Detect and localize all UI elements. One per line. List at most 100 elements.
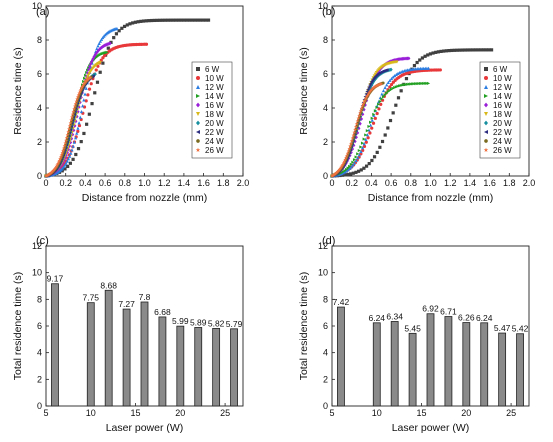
- data-point: [95, 50, 99, 54]
- x-tick-label: 1.2: [158, 178, 171, 188]
- data-point: [75, 131, 79, 135]
- series-14-w: [330, 81, 431, 178]
- bar: [86, 302, 95, 407]
- data-point: [365, 129, 369, 133]
- data-point: [67, 127, 71, 131]
- legend-entry: 22 W: [493, 128, 512, 137]
- data-point: [133, 20, 137, 24]
- data-point: [363, 98, 367, 102]
- data-point: [389, 67, 393, 72]
- legend-marker: [196, 130, 200, 134]
- data-point: [489, 48, 494, 52]
- data-point: [353, 127, 357, 132]
- data-point: [368, 131, 372, 135]
- data-point: [402, 83, 406, 87]
- data-point: [357, 153, 361, 157]
- bar-value-label: 5.82: [208, 318, 225, 328]
- legend-marker: [196, 85, 200, 89]
- bar: [390, 321, 399, 407]
- legend-marker: [196, 102, 200, 108]
- data-point: [379, 102, 383, 106]
- data-point: [362, 166, 366, 170]
- data-point: [361, 148, 365, 152]
- data-point: [351, 160, 355, 164]
- data-point: [330, 173, 335, 178]
- legend-marker: [196, 67, 200, 71]
- data-point: [356, 130, 360, 135]
- data-point: [388, 85, 392, 89]
- bar-value-label: 5.89: [190, 317, 207, 327]
- data-point: [144, 42, 149, 46]
- data-point: [389, 82, 394, 87]
- data-point: [364, 137, 368, 141]
- data-point: [371, 121, 376, 125]
- data-point: [396, 84, 400, 88]
- data-point: [78, 115, 82, 119]
- data-point: [73, 136, 78, 140]
- data-point: [364, 92, 368, 96]
- data-point: [370, 118, 374, 122]
- data-point: [69, 151, 73, 155]
- data-point: [377, 102, 381, 106]
- data-point: [75, 97, 79, 101]
- data-point: [97, 41, 101, 45]
- legend-entry: 18 W: [205, 110, 224, 119]
- data-point: [341, 171, 345, 175]
- x-tick-label: 0.8: [405, 178, 418, 188]
- data-point: [204, 18, 208, 22]
- legend-entry: 12 W: [493, 83, 512, 92]
- bar: [516, 333, 524, 407]
- series-24-w: [44, 75, 93, 178]
- x-tick-label: 5: [329, 408, 334, 418]
- data-point: [369, 120, 373, 124]
- y-tick-label: 4: [323, 103, 328, 113]
- data-point: [412, 63, 417, 68]
- legend-marker: [483, 147, 489, 152]
- data-point: [105, 50, 109, 55]
- x-tick-label: 25: [220, 408, 230, 418]
- data-point: [352, 158, 357, 162]
- data-point: [375, 83, 379, 88]
- data-point: [481, 48, 486, 52]
- data-point: [423, 81, 427, 85]
- legend-marker: [484, 76, 488, 80]
- data-point: [108, 41, 112, 46]
- bar-value-label: 6.34: [386, 311, 403, 321]
- data-point: [359, 168, 363, 172]
- data-point: [349, 138, 354, 143]
- data-point: [147, 19, 151, 23]
- data-point: [152, 18, 156, 23]
- data-point: [381, 95, 386, 99]
- legend-entry: 26 W: [205, 146, 224, 155]
- data-point: [88, 64, 92, 69]
- data-point: [396, 71, 400, 75]
- data-point: [341, 173, 345, 177]
- data-point: [171, 18, 175, 22]
- data-point: [93, 72, 97, 77]
- legend-entry: 24 W: [205, 137, 224, 146]
- bar: [498, 332, 507, 407]
- data-point: [72, 140, 76, 144]
- data-point: [76, 93, 81, 97]
- x-tick-label: 5: [43, 408, 48, 418]
- data-point: [141, 19, 146, 23]
- data-point: [117, 29, 121, 33]
- y-tick-label: 2: [323, 137, 328, 147]
- data-point: [66, 157, 71, 161]
- data-point: [82, 79, 86, 84]
- data-point: [366, 136, 370, 140]
- data-point: [78, 87, 83, 92]
- data-point: [343, 169, 347, 173]
- legend-marker: [484, 94, 488, 98]
- chart-panel-2: (c) 5 10 15 20 25 0 2 4 6 8 10 12 Laser power (W) Tota…: [12, 235, 244, 434]
- y-tick-label: 4: [37, 103, 42, 113]
- y-tick-label: 2: [323, 374, 328, 384]
- data-point: [368, 85, 373, 90]
- legend-marker: [196, 94, 200, 98]
- data-point: [77, 91, 82, 95]
- x-axis-label: Laser power (W): [392, 422, 470, 434]
- data-point: [372, 112, 376, 116]
- data-point: [356, 116, 361, 120]
- data-point: [106, 46, 110, 50]
- data-point: [75, 95, 80, 99]
